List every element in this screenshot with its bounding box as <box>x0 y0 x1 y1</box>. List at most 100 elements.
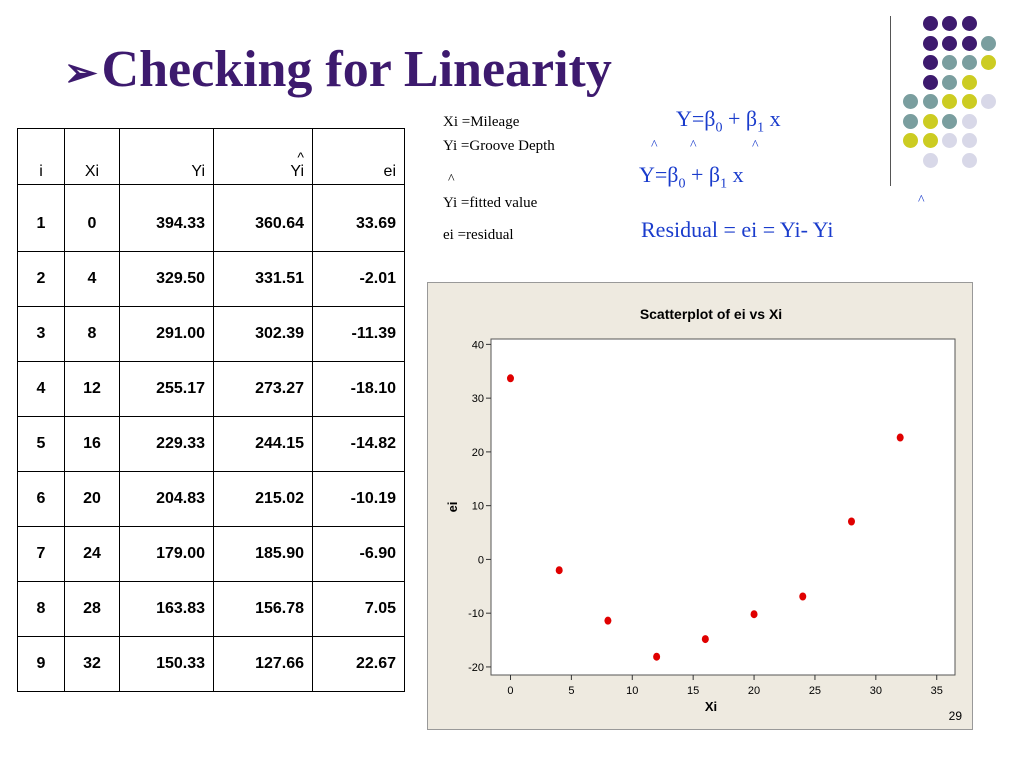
y-tick-label: 20 <box>472 447 484 459</box>
decorative-dot <box>961 113 977 129</box>
eq-part: + β <box>685 162 721 187</box>
decorative-dot <box>961 35 977 51</box>
cell-yi-hat: 331.51 <box>213 251 313 307</box>
x-tick-label: 15 <box>687 685 699 697</box>
data-point <box>799 592 807 601</box>
y-tick-label: 10 <box>472 501 484 513</box>
decorative-dot <box>961 16 977 31</box>
cell-i: 6 <box>17 471 65 527</box>
cell-yi: 204.83 <box>119 471 214 527</box>
cell-xi: 16 <box>64 416 120 472</box>
header-i: i <box>17 128 65 185</box>
decorative-dot <box>922 55 938 70</box>
decorative-dot <box>942 16 957 31</box>
table-row: 6 20 204.83 215.02 -10.19 <box>17 471 405 527</box>
decorative-dot <box>922 35 938 51</box>
decorative-dot <box>922 16 938 31</box>
cell-i: 1 <box>17 184 65 252</box>
cell-i: 2 <box>17 251 65 307</box>
table-row: 1 0 394.33 360.64 33.69 <box>17 184 405 252</box>
cell-xi: 8 <box>64 306 120 362</box>
cell-yi: 179.00 <box>119 526 214 582</box>
eq-part: x <box>727 162 744 187</box>
data-point <box>604 616 612 625</box>
decorative-dot <box>903 94 918 109</box>
data-point <box>750 610 758 619</box>
decorative-dot <box>922 94 938 109</box>
table-body: 1 0 394.33 360.64 33.69 2 4 329.50 331.51 -2.01 3 8… <box>17 184 405 692</box>
cell-xi: 32 <box>64 636 120 692</box>
cell-i: 5 <box>17 416 65 472</box>
cell-yi-hat: 156.78 <box>213 581 313 637</box>
cell-xi: 0 <box>64 184 120 252</box>
eq-part: + β <box>722 106 758 131</box>
data-point <box>555 566 563 575</box>
decorative-dot <box>942 113 957 129</box>
table-row: 3 8 291.00 302.39 -11.39 <box>17 306 405 362</box>
cell-i: 8 <box>17 581 65 637</box>
hat-b1: ^ <box>752 138 759 153</box>
table-row: 5 16 229.33 244.15 -14.82 <box>17 416 405 472</box>
eq-part: Y=β <box>676 106 716 131</box>
page-number: 29 <box>948 709 962 723</box>
decorative-dot <box>961 74 977 90</box>
cell-yi: 291.00 <box>119 306 214 362</box>
decorative-dot <box>922 113 938 129</box>
header-yi-hat: ^ Yi <box>213 128 313 185</box>
cell-ei: -6.90 <box>312 526 405 582</box>
cell-i: 4 <box>17 361 65 417</box>
decorative-dot <box>942 74 957 90</box>
cell-i: 3 <box>17 306 65 362</box>
def-yi: Yi =Groove Depth <box>443 138 555 154</box>
hat-residual: ^ <box>918 193 925 208</box>
def-ei: ei =residual <box>443 227 514 243</box>
cell-yi: 229.33 <box>119 416 214 472</box>
cell-yi: 329.50 <box>119 251 214 307</box>
chart-panel: Scatterplot of ei vs Xi 0 5 10 15 20 25 30 35 -20… <box>427 282 973 730</box>
cell-ei: -11.39 <box>312 306 405 362</box>
cell-ei: 22.67 <box>312 636 405 692</box>
bullet-arrow-icon: ➢ <box>64 50 98 95</box>
x-tick-label: 5 <box>568 685 574 697</box>
table-header-row: i Xi Yi ^ Yi ei <box>17 128 405 185</box>
divider-line <box>890 16 891 186</box>
cell-yi: 394.33 <box>119 184 214 252</box>
cell-i: 9 <box>17 636 65 692</box>
table-row: 4 12 255.17 273.27 -18.10 <box>17 361 405 417</box>
cell-yi-hat: 185.90 <box>213 526 313 582</box>
page-title: ➢Checking for Linearity <box>64 40 612 99</box>
cell-i: 7 <box>17 526 65 582</box>
y-tick-label: -10 <box>468 608 484 620</box>
decorative-dot <box>981 94 996 109</box>
table-row: 9 32 150.33 127.66 22.67 <box>17 636 405 692</box>
decorative-dot <box>961 152 977 168</box>
hat-y: ^ <box>651 138 658 153</box>
estimated-regression-equation: Y=β0 + β1 x <box>639 162 744 192</box>
y-tick-label: 30 <box>472 393 484 405</box>
y-tick-label: 40 <box>472 339 484 351</box>
x-tick-label: 20 <box>748 685 760 697</box>
cell-yi-hat: 360.64 <box>213 184 313 252</box>
decorative-dot <box>981 55 996 70</box>
header-yi-hat-label: Yi <box>290 163 304 180</box>
def-xi: Xi =Mileage <box>443 114 520 130</box>
cell-ei: -2.01 <box>312 251 405 307</box>
decorative-dot <box>942 35 957 51</box>
def-yhat: Yi =fitted value <box>443 195 538 211</box>
header-xi: Xi <box>64 128 120 185</box>
decorative-dot <box>961 94 977 109</box>
y-tick-label: -20 <box>468 662 484 674</box>
plot-area <box>490 338 956 676</box>
decorative-dot <box>942 55 957 70</box>
cell-xi: 28 <box>64 581 120 637</box>
cell-xi: 24 <box>64 526 120 582</box>
cell-yi-hat: 273.27 <box>213 361 313 417</box>
cell-ei: -14.82 <box>312 416 405 472</box>
cell-ei: 7.05 <box>312 581 405 637</box>
def-yhat-hat: ^ <box>448 172 455 187</box>
decorative-dot <box>961 133 977 148</box>
table-row: 7 24 179.00 185.90 -6.90 <box>17 526 405 582</box>
scatterplot-chart: Scatterplot of ei vs Xi 0 5 10 15 20 25 30 35 -20… <box>445 306 956 714</box>
x-axis-label: Xi <box>705 699 717 714</box>
data-table: i Xi Yi ^ Yi ei 1 0 394.33 360.64 33.69 2 4 329.… <box>17 128 405 692</box>
